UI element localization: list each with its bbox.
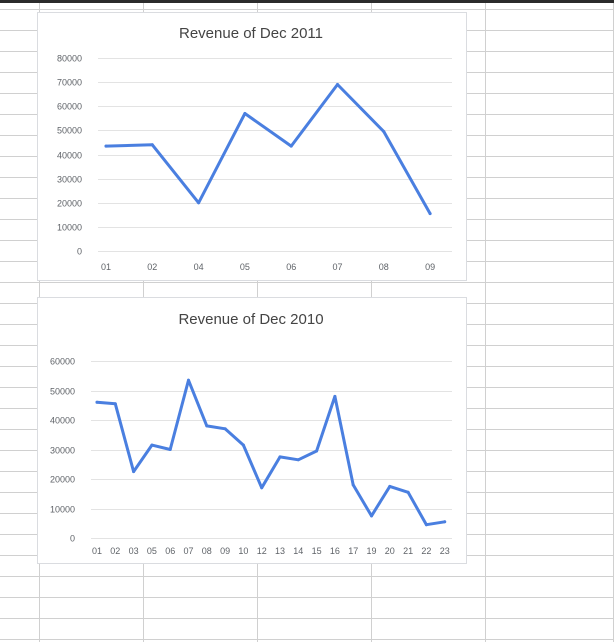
x-tick-label: 06 bbox=[165, 546, 175, 556]
y-tick-label: 30000 bbox=[57, 175, 82, 185]
data-point bbox=[336, 83, 339, 86]
x-tick-label: 22 bbox=[421, 546, 431, 556]
x-tick-label: 19 bbox=[366, 546, 376, 556]
data-point bbox=[104, 144, 108, 148]
y-tick-label: 40000 bbox=[50, 416, 75, 426]
x-tick-label: 12 bbox=[257, 546, 267, 556]
data-point bbox=[289, 144, 293, 148]
y-tick-label: 60000 bbox=[57, 102, 82, 112]
y-tick-label: 70000 bbox=[57, 78, 82, 88]
data-point bbox=[315, 449, 319, 453]
x-tick-label: 21 bbox=[403, 546, 413, 556]
data-point bbox=[95, 400, 99, 404]
x-tick-label: 02 bbox=[147, 262, 157, 272]
x-tick-label: 04 bbox=[194, 262, 204, 272]
data-point bbox=[241, 443, 245, 447]
x-tick-label: 03 bbox=[129, 546, 139, 556]
x-tick-label: 16 bbox=[330, 546, 340, 556]
y-tick-label: 20000 bbox=[57, 199, 82, 209]
y-tick-label: 60000 bbox=[50, 357, 75, 367]
chart-card-dec-2010[interactable]: Revenue of Dec 2010 0 10000 20000 30000 4000… bbox=[37, 297, 467, 564]
x-tick-label: 01 bbox=[92, 546, 102, 556]
y-tick-label: 0 bbox=[77, 247, 82, 257]
data-point bbox=[278, 455, 282, 459]
x-tick-label: 17 bbox=[348, 546, 358, 556]
data-point bbox=[351, 483, 355, 487]
data-point bbox=[150, 143, 154, 147]
data-point bbox=[113, 402, 117, 406]
data-point bbox=[150, 443, 154, 447]
chart-card-dec-2011[interactable]: Revenue of Dec 2011 0 10000 20000 30000 4000… bbox=[37, 12, 467, 281]
x-tick-label: 14 bbox=[293, 546, 303, 556]
y-tick-label: 10000 bbox=[50, 505, 75, 515]
y-tick-label: 50000 bbox=[50, 387, 75, 397]
x-tick-label: 09 bbox=[220, 546, 230, 556]
x-tick-label: 09 bbox=[425, 262, 435, 272]
x-tick-label: 05 bbox=[147, 546, 157, 556]
x-tick-label: 01 bbox=[101, 262, 111, 272]
chart-title: Revenue of Dec 2010 bbox=[178, 311, 323, 328]
data-point bbox=[443, 520, 447, 524]
data-point bbox=[406, 490, 410, 494]
chart-title: Revenue of Dec 2011 bbox=[179, 25, 323, 42]
x-tick-label: 13 bbox=[275, 546, 285, 556]
x-tick-label: 02 bbox=[110, 546, 120, 556]
y-tick-label: 10000 bbox=[57, 223, 82, 233]
data-point bbox=[388, 484, 392, 488]
y-tick-label: 0 bbox=[70, 534, 75, 544]
x-tick-label: 20 bbox=[385, 546, 395, 556]
data-point bbox=[296, 458, 300, 462]
data-point bbox=[243, 112, 247, 115]
x-tick-label: 05 bbox=[240, 262, 250, 272]
sheet-header-bar bbox=[0, 0, 614, 3]
x-tick-label: 10 bbox=[238, 546, 248, 556]
line-chart-dec-2010: Revenue of Dec 2010 0 10000 20000 30000 4000… bbox=[50, 311, 452, 556]
x-tick-label: 08 bbox=[202, 546, 212, 556]
x-tick-label: 08 bbox=[379, 262, 389, 272]
data-point bbox=[132, 470, 136, 474]
x-tick-label: 15 bbox=[312, 546, 322, 556]
y-tick-label: 30000 bbox=[50, 446, 75, 456]
data-point bbox=[187, 378, 190, 382]
x-tick-label: 06 bbox=[286, 262, 296, 272]
series-line bbox=[104, 83, 432, 216]
data-point bbox=[424, 523, 428, 527]
data-point bbox=[333, 394, 337, 398]
data-point bbox=[197, 201, 201, 205]
series-line bbox=[95, 378, 447, 527]
y-tick-label: 40000 bbox=[57, 151, 82, 161]
x-tick-label: 07 bbox=[183, 546, 193, 556]
data-point bbox=[223, 427, 227, 431]
x-tick-label: 07 bbox=[332, 262, 342, 272]
line-chart-dec-2011: Revenue of Dec 2011 0 10000 20000 30000 4000… bbox=[57, 25, 452, 272]
y-tick-label: 50000 bbox=[57, 126, 82, 136]
data-point bbox=[260, 486, 264, 490]
y-tick-label: 20000 bbox=[50, 475, 75, 485]
data-point bbox=[205, 424, 209, 428]
x-tick-label: 23 bbox=[440, 546, 450, 556]
data-point bbox=[428, 212, 432, 216]
data-point bbox=[370, 514, 373, 518]
y-tick-label: 80000 bbox=[57, 54, 82, 64]
data-point bbox=[168, 448, 172, 451]
data-point bbox=[382, 130, 386, 134]
